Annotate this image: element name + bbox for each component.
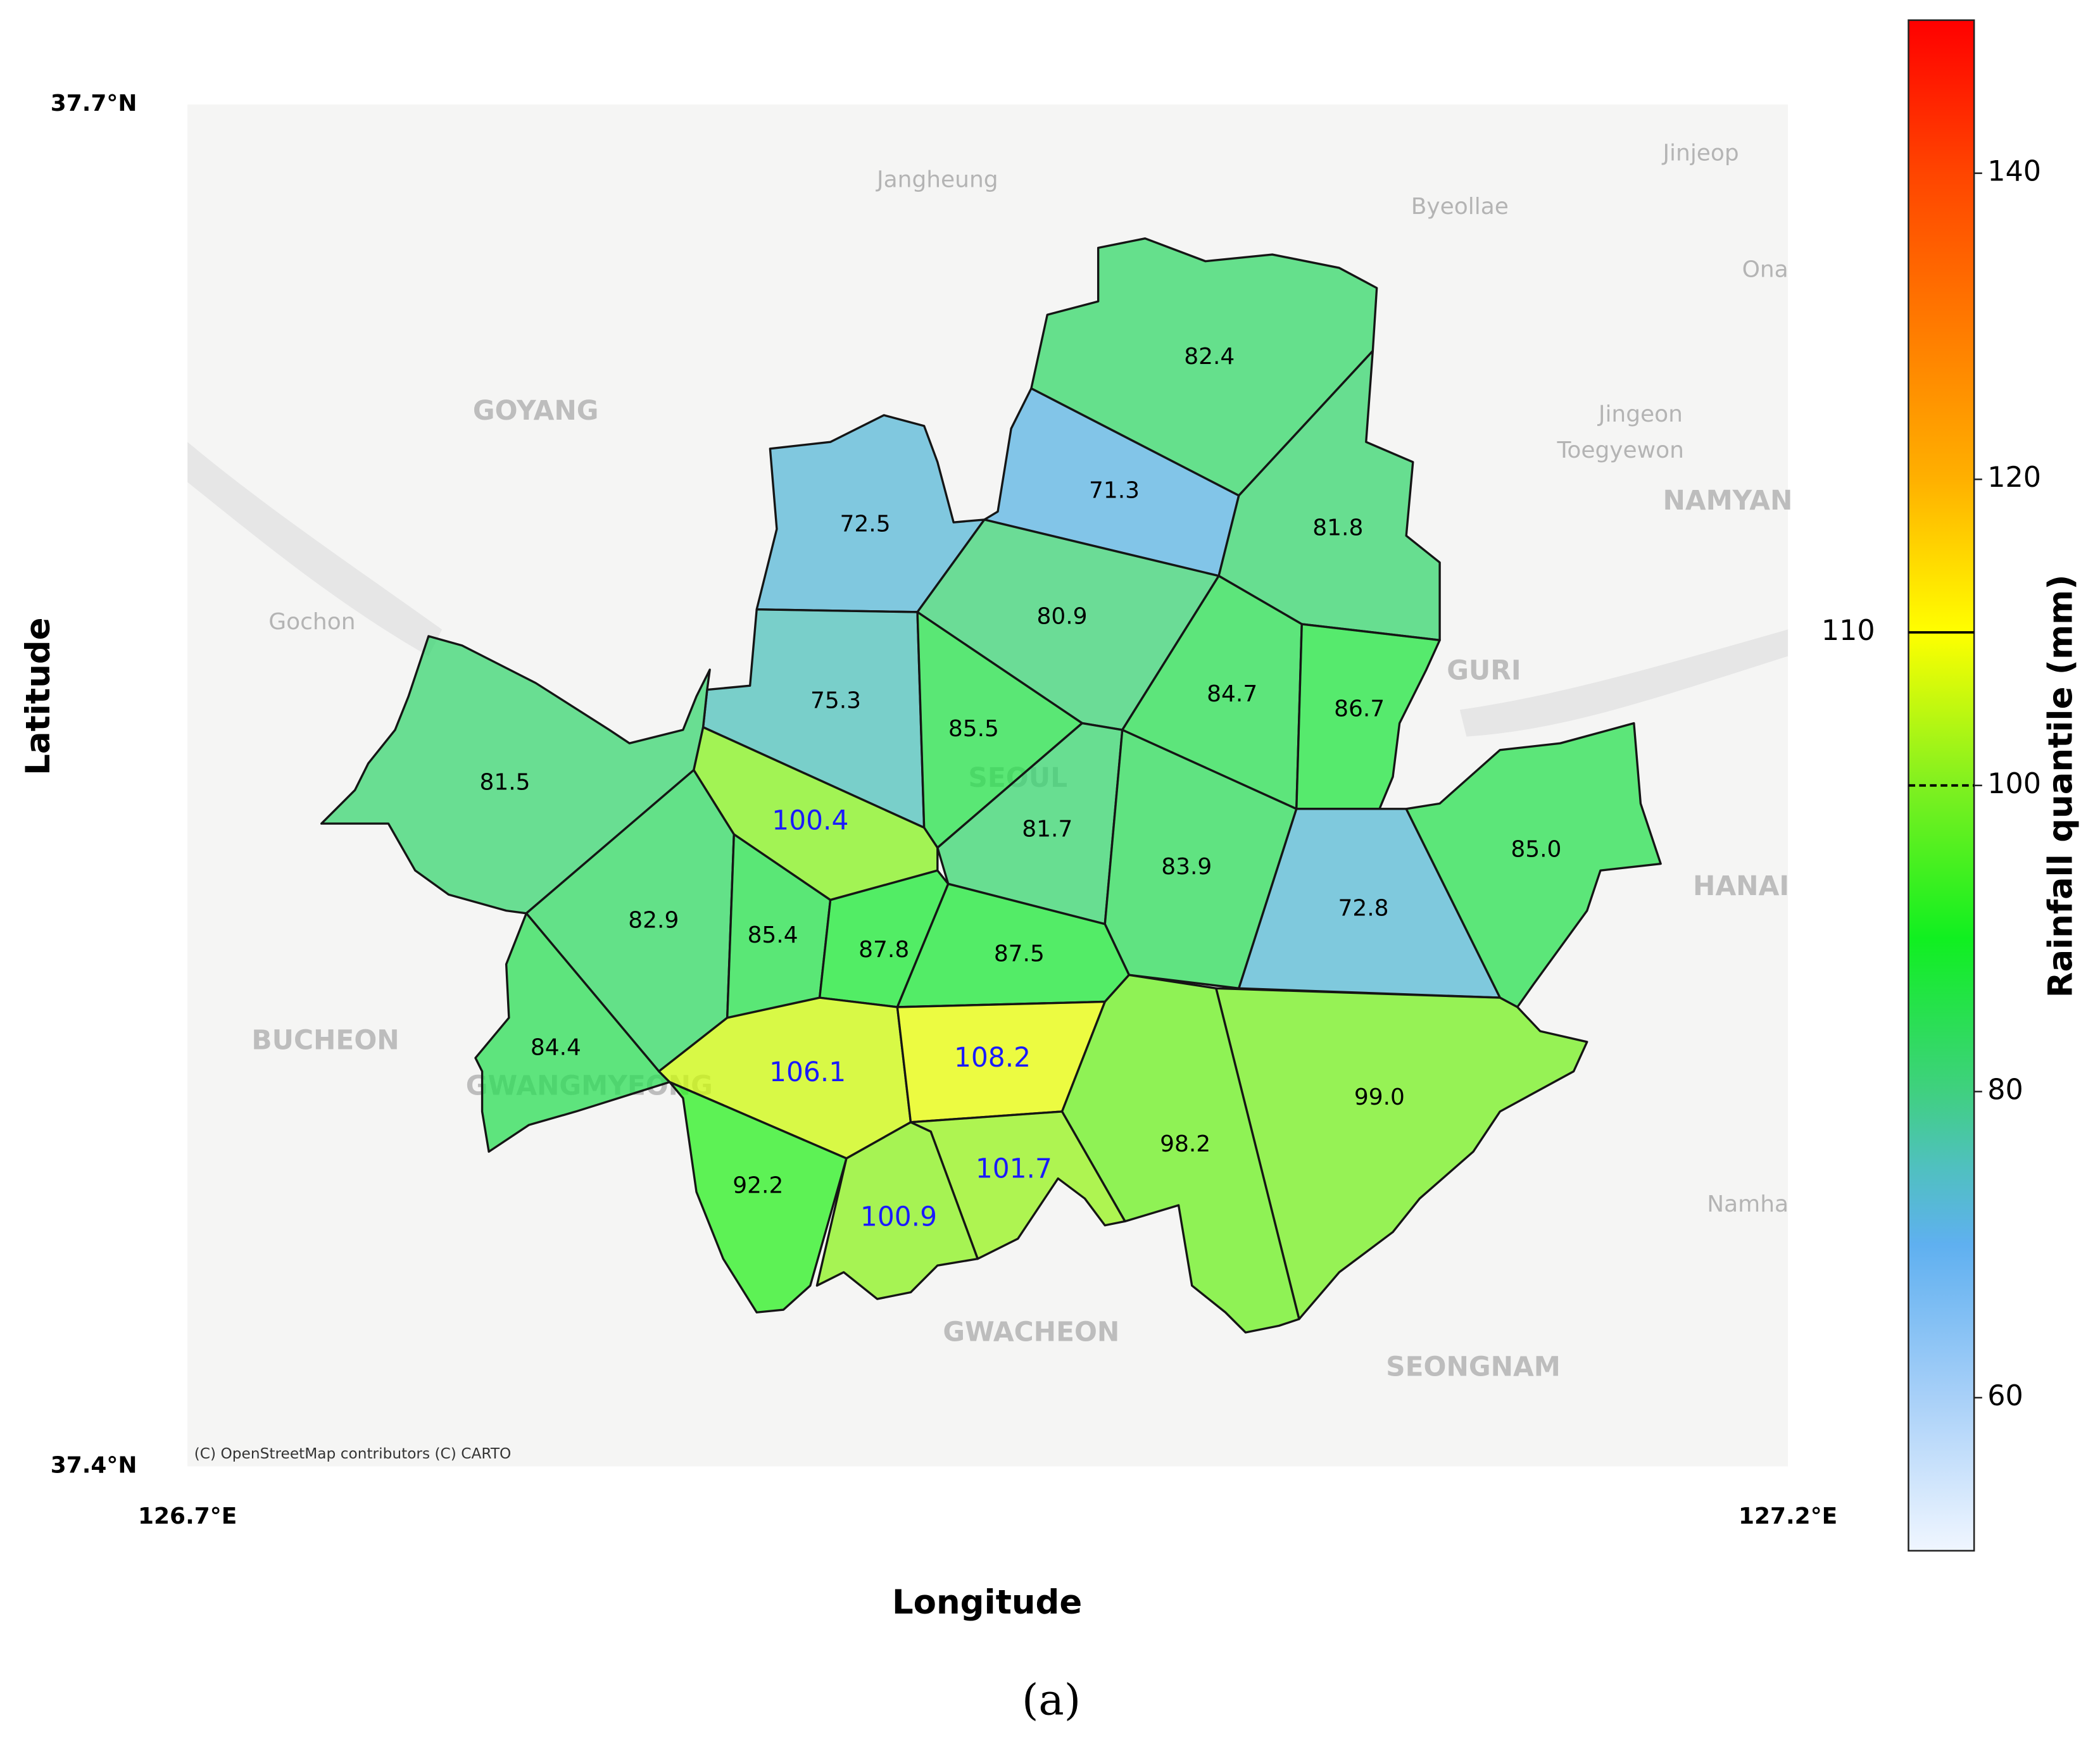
- basemap-label: Toegyewon: [1556, 437, 1683, 463]
- region-labels: 82.4 71.3 81.8 72.5 80.9 75.3 85.5 84.7 86.7 81.5…: [479, 344, 1561, 1232]
- basemap-label: HANAI: [1693, 870, 1789, 901]
- basemap-label: BUCHEON: [251, 1024, 399, 1055]
- river: [1459, 629, 1789, 737]
- basemap-label: Jangheung: [876, 167, 998, 193]
- caption: (a): [1022, 1674, 1081, 1724]
- region-label: 82.9: [628, 908, 679, 934]
- y-axis-label: Latitude: [19, 617, 58, 775]
- colorbar-tick-label: 140: [1987, 156, 2041, 188]
- region-label: 81.5: [479, 770, 530, 796]
- y-tick-label: 37.7°N: [51, 91, 137, 116]
- attribution: (C) OpenStreetMap contributors (C) CARTO: [194, 1445, 512, 1462]
- colorbar-tick-label: 120: [1987, 461, 2041, 494]
- river: [187, 442, 443, 656]
- basemap-label: Jinjeop: [1661, 140, 1738, 166]
- region-label: 99.0: [1354, 1084, 1405, 1110]
- region: [1215, 987, 1588, 1320]
- region-label: 81.7: [1022, 817, 1072, 843]
- colorbar: 60 80 100 120 140 110: [1821, 19, 2041, 1552]
- region: [1030, 237, 1378, 497]
- regions: [320, 237, 1662, 1334]
- colorbar-tick-label: 100: [1987, 768, 2041, 800]
- region-label: 87.8: [858, 937, 909, 963]
- region-label: 72.5: [840, 511, 891, 537]
- axes: 126.7°E 127.2°E 37.4°N 37.7°N: [51, 91, 1838, 1529]
- basemap-label: Gochon: [268, 609, 355, 635]
- x-axis-label: Longitude: [892, 1583, 1082, 1622]
- region: [669, 1081, 848, 1313]
- region-label: 87.5: [994, 941, 1045, 967]
- region-label: 100.9: [860, 1201, 937, 1232]
- region-label: 108.2: [954, 1042, 1031, 1073]
- region-label: 98.2: [1160, 1131, 1210, 1157]
- region: [1217, 349, 1441, 641]
- basemap-label: GURI: [1447, 655, 1521, 686]
- basemap-label: Jingeon: [1597, 401, 1683, 427]
- basemap-label: Ona: [1742, 256, 1789, 282]
- region-label: 80.9: [1037, 603, 1088, 629]
- region-label: 83.9: [1161, 854, 1212, 880]
- colorbar-tick-label: 80: [1987, 1074, 2023, 1106]
- region-label: 82.4: [1184, 344, 1235, 370]
- region-label: 86.7: [1334, 696, 1385, 722]
- y-tick-label: 37.4°N: [51, 1453, 137, 1479]
- region-label: 81.8: [1312, 515, 1363, 541]
- region-label: 72.8: [1338, 896, 1388, 922]
- region-label: 92.2: [732, 1172, 783, 1198]
- region-label: 100.4: [772, 805, 848, 836]
- basemap-label: GOYANG: [473, 395, 599, 426]
- x-tick-label: 127.2°E: [1738, 1503, 1837, 1529]
- basemap-label: Byeollae: [1411, 194, 1509, 220]
- region: [815, 1121, 979, 1300]
- region-label: 101.7: [976, 1153, 1052, 1184]
- region-label: 85.0: [1511, 836, 1561, 862]
- basemap-label: NAMYAN: [1663, 485, 1792, 516]
- colorbar-tick-label: 60: [1987, 1380, 2023, 1412]
- region-label: 84.4: [531, 1035, 581, 1061]
- region-label: 71.3: [1089, 477, 1140, 503]
- basemap-label: Namha: [1707, 1191, 1789, 1217]
- basemap-label: SEONGNAM: [1386, 1351, 1561, 1382]
- region-label: 85.5: [948, 716, 999, 742]
- region-label: 75.3: [810, 688, 861, 714]
- region-label: 84.7: [1207, 681, 1257, 707]
- basemap-label: GWACHEON: [943, 1317, 1119, 1348]
- region-label: 85.4: [748, 922, 798, 948]
- x-tick-label: 126.7°E: [138, 1503, 237, 1529]
- region-label: 106.1: [769, 1056, 846, 1088]
- reference-label: 110: [1821, 615, 1875, 647]
- region: [1103, 729, 1298, 990]
- colorbar-label: Rainfall quantile (mm): [2041, 575, 2080, 998]
